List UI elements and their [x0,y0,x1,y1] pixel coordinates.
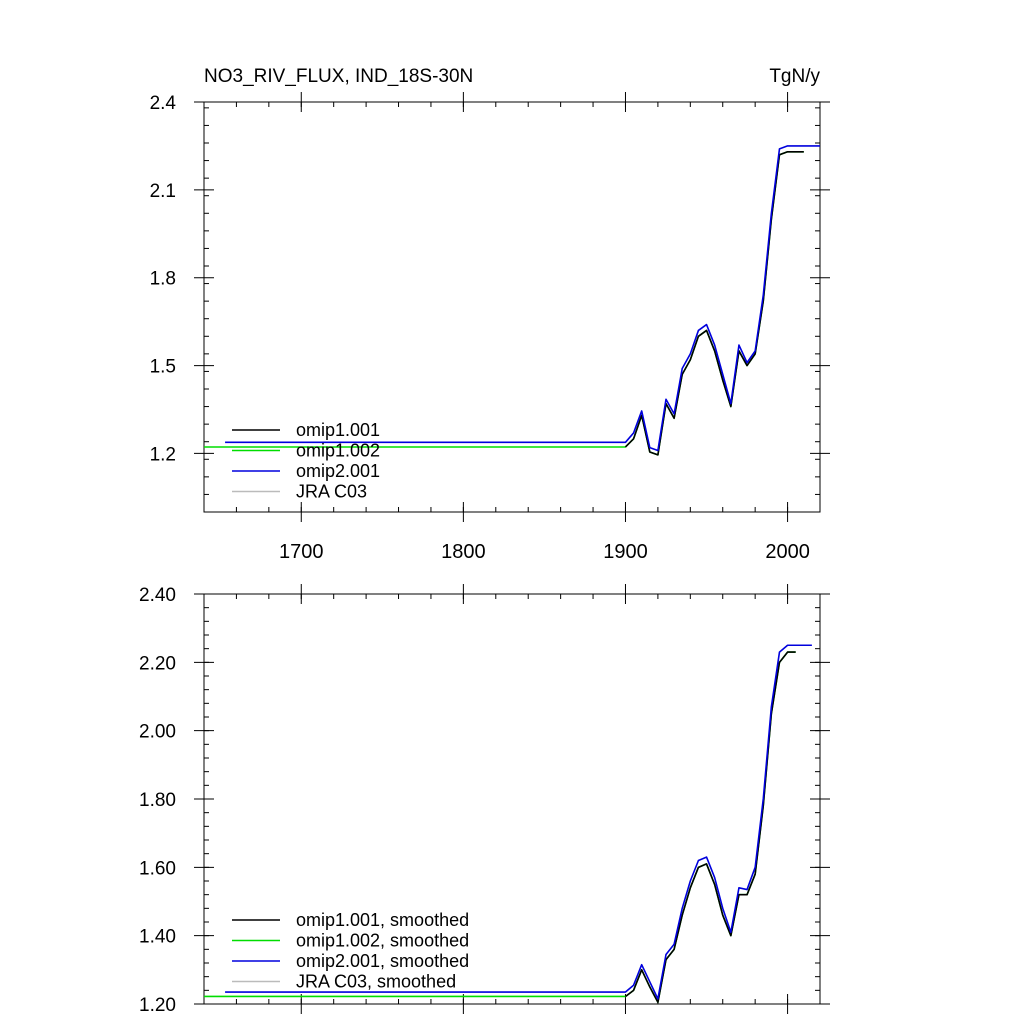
series-line-0 [624,651,796,1004]
legend-label: JRA C03 [296,482,367,502]
legend-label: omip1.002 [296,441,380,461]
plot-area-top: 1.2 1.5 1.8 2.1 2.4 1700 1800 1900 2000 omip1.001… [150,92,830,563]
y-tick-label: 2.40 [139,585,176,606]
legend-label: omip2.001 [296,461,380,481]
y-tick-label: 1.80 [139,790,176,811]
x-tick-label: 1700 [279,541,324,563]
y-tick-label: 1.20 [139,995,176,1016]
plot-area-bottom: 1.20 1.40 1.60 1.80 2.00 2.20 2.40 omip1.001, s… [139,584,830,1016]
y-tick-label: 2.20 [139,653,176,674]
y-tick-label: 2.00 [139,722,176,743]
legend-label: omip1.002, smoothed [296,931,469,951]
legend-label: omip1.001 [296,420,380,440]
chart-title: NO3_RIV_FLUX, IND_18S-30N [204,66,473,87]
y-tick-label: 1.5 [150,357,176,378]
x-tick-label: 2000 [765,541,810,563]
legend-label: omip2.001, smoothed [296,951,469,971]
series-line-1 [204,651,796,1004]
series-line-2 [225,644,812,1000]
series-line-2 [225,145,820,452]
y-tick-label: 2.4 [150,93,177,114]
y-tick-label: 2.1 [150,181,176,202]
chart-bottom: 1.20 1.40 1.60 1.80 2.00 2.20 2.40 omip1.001, s… [139,584,830,1016]
series-line-1 [204,150,804,456]
y-tick-label: 1.60 [139,858,176,879]
plot-frame [203,101,821,513]
x-tick-label: 1900 [603,541,648,563]
series-line-0 [624,150,804,456]
y-tick-label: 1.2 [150,444,176,465]
y-tick-label: 1.8 [150,269,176,290]
y-tick-label: 1.40 [139,927,176,948]
chart-units: TgN/y [769,66,820,87]
legend-label: JRA C03, smoothed [296,972,456,992]
legend-label: omip1.001, smoothed [296,910,469,930]
x-tick-label: 1800 [441,541,486,563]
chart-top: NO3_RIV_FLUX, IND_18S-30N TgN/y 1.21.51.… [150,66,830,563]
